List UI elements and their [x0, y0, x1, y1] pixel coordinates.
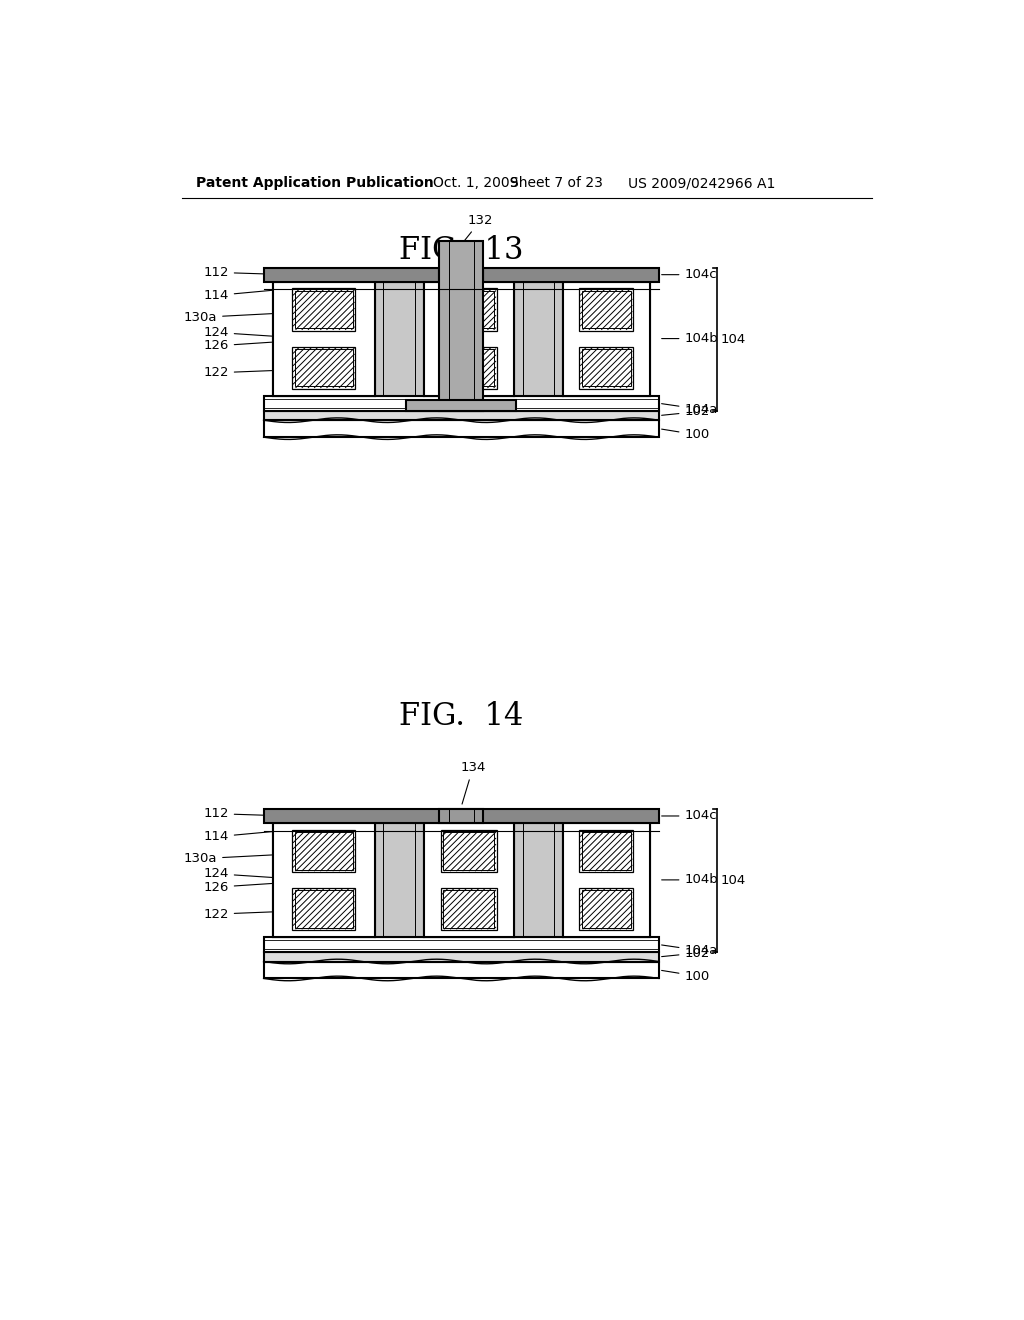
Bar: [263, 268, 439, 281]
Bar: [580, 289, 633, 330]
Bar: [263, 809, 658, 822]
Text: 112: 112: [203, 265, 286, 279]
Bar: [263, 396, 658, 411]
Bar: [582, 832, 631, 870]
Bar: [483, 268, 658, 281]
Bar: [424, 822, 514, 937]
Bar: [443, 832, 495, 870]
Bar: [443, 348, 495, 387]
Text: 130a: 130a: [183, 853, 271, 865]
Text: 126: 126: [204, 339, 271, 352]
Text: 122: 122: [203, 366, 271, 379]
Text: 124: 124: [204, 867, 271, 880]
Text: Sheet 7 of 23: Sheet 7 of 23: [510, 176, 603, 190]
Text: 130a: 130a: [183, 310, 271, 323]
Text: FIG.  14: FIG. 14: [399, 701, 523, 733]
Bar: [295, 348, 353, 387]
Bar: [424, 281, 514, 396]
Bar: [514, 281, 563, 396]
Text: 112: 112: [203, 807, 286, 820]
Bar: [273, 281, 375, 396]
Bar: [273, 822, 375, 937]
Text: 104: 104: [721, 333, 746, 346]
Bar: [263, 420, 658, 437]
Bar: [292, 888, 355, 931]
Text: 122: 122: [203, 908, 271, 920]
Bar: [424, 281, 514, 396]
Text: 104b: 104b: [662, 333, 718, 345]
Bar: [443, 890, 495, 928]
Text: 114: 114: [204, 830, 281, 843]
Bar: [582, 348, 631, 387]
Bar: [263, 961, 658, 978]
Bar: [582, 290, 631, 329]
Text: 104c: 104c: [662, 809, 717, 822]
Text: 134: 134: [460, 762, 485, 804]
Bar: [295, 890, 353, 928]
Text: US 2009/0242966 A1: US 2009/0242966 A1: [628, 176, 775, 190]
Bar: [563, 822, 649, 937]
Text: 102: 102: [662, 405, 710, 418]
Bar: [295, 832, 353, 870]
Bar: [443, 290, 495, 329]
Bar: [273, 281, 375, 396]
Text: 104c: 104c: [662, 268, 717, 281]
Bar: [440, 888, 497, 931]
Text: FIG.  13: FIG. 13: [399, 235, 523, 267]
Bar: [563, 281, 649, 396]
Bar: [273, 822, 375, 937]
Bar: [439, 809, 483, 822]
Text: Patent Application Publication: Patent Application Publication: [197, 176, 434, 190]
Text: 114: 114: [204, 289, 281, 302]
Bar: [580, 830, 633, 873]
Bar: [292, 347, 355, 388]
Text: 104: 104: [721, 874, 746, 887]
Bar: [563, 822, 649, 937]
Text: 132: 132: [463, 214, 494, 243]
Bar: [514, 822, 563, 937]
Bar: [375, 281, 424, 396]
Text: 124: 124: [204, 326, 271, 339]
Bar: [375, 822, 424, 937]
Bar: [582, 890, 631, 928]
Bar: [563, 281, 649, 396]
Text: 104a: 104a: [662, 944, 718, 957]
Bar: [580, 888, 633, 931]
Bar: [263, 937, 658, 952]
Bar: [580, 347, 633, 388]
Text: 126: 126: [204, 880, 271, 894]
Text: 104a: 104a: [662, 403, 718, 416]
Bar: [295, 290, 353, 329]
Text: 102: 102: [662, 946, 710, 960]
Bar: [440, 347, 497, 388]
Bar: [263, 411, 658, 420]
Bar: [407, 400, 516, 411]
Bar: [440, 289, 497, 330]
Bar: [439, 240, 483, 411]
Text: 100: 100: [662, 428, 710, 441]
Text: Oct. 1, 2009: Oct. 1, 2009: [432, 176, 518, 190]
Text: 100: 100: [662, 970, 710, 982]
Bar: [440, 830, 497, 873]
Bar: [263, 952, 658, 961]
Bar: [424, 822, 514, 937]
Text: 104b: 104b: [662, 874, 718, 887]
Bar: [292, 289, 355, 330]
Bar: [292, 830, 355, 873]
